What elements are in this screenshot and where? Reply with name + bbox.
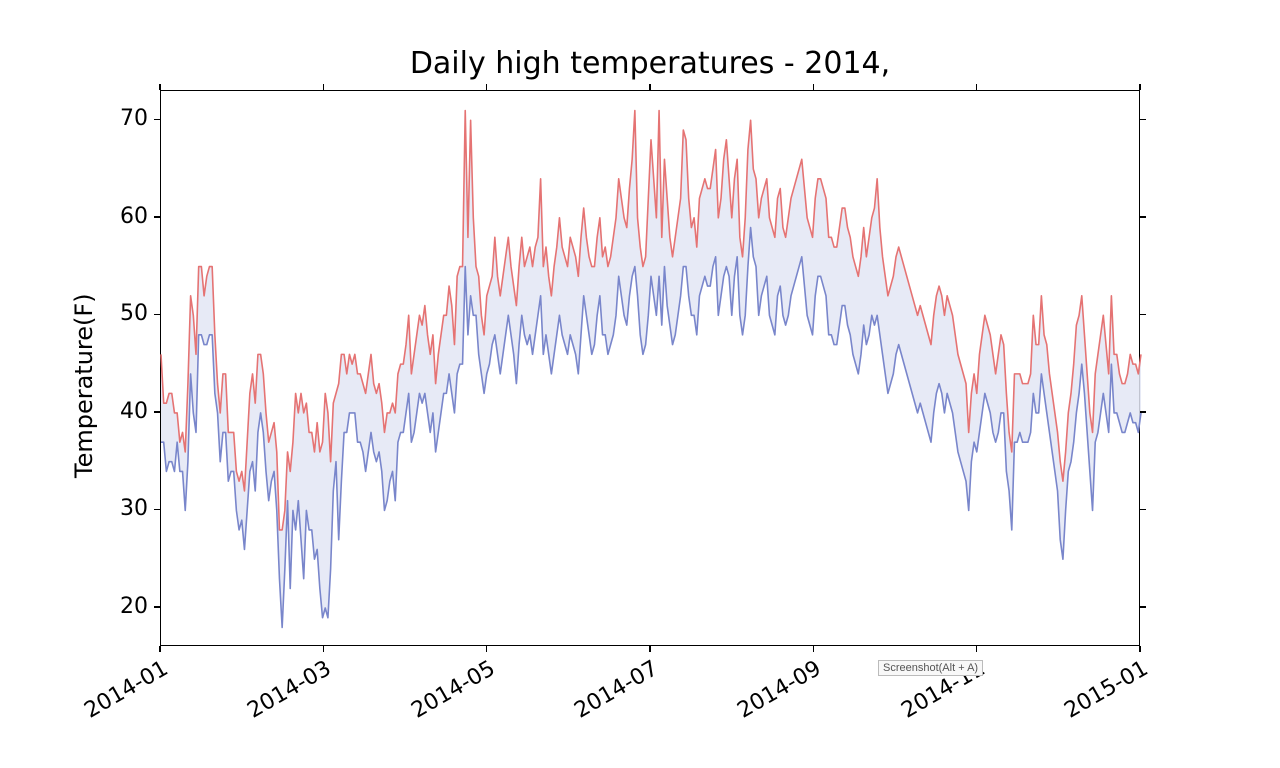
chart-figure: Daily high temperatures - 2014, Temperat… — [0, 0, 1280, 768]
chart-title: Daily high temperatures - 2014, — [160, 46, 1140, 81]
xtick-mark — [159, 646, 161, 652]
xtick-mark — [159, 84, 161, 90]
xtick-label: 2014-07 — [570, 656, 662, 724]
xtick-mark — [813, 84, 815, 90]
chart-svg — [161, 91, 1141, 647]
plot-area — [160, 90, 1140, 646]
ytick-label: 20 — [104, 594, 148, 619]
xtick-mark — [976, 84, 978, 90]
xtick-mark — [649, 84, 651, 90]
ytick-mark — [154, 314, 160, 316]
tooltip-text: Screenshot(Alt + A) — [883, 662, 978, 674]
ytick-mark — [1140, 314, 1146, 316]
ytick-mark — [154, 509, 160, 511]
ytick-mark — [154, 216, 160, 218]
xtick-mark — [813, 646, 815, 652]
ytick-label: 60 — [104, 204, 148, 229]
band-fill — [161, 111, 1141, 628]
ytick-mark — [1140, 606, 1146, 608]
xtick-mark — [649, 646, 651, 652]
ytick-label: 70 — [104, 106, 148, 131]
xtick-label: 2014-09 — [734, 656, 826, 724]
ytick-mark — [1140, 216, 1146, 218]
ytick-mark — [154, 411, 160, 413]
xtick-mark — [1139, 646, 1141, 652]
y-axis-label: Temperature(F) — [70, 293, 98, 478]
xtick-label: 2014-01 — [80, 656, 172, 724]
xtick-label: 2014-05 — [407, 656, 499, 724]
xtick-mark — [486, 646, 488, 652]
ytick-mark — [154, 119, 160, 121]
ytick-label: 40 — [104, 399, 148, 424]
xtick-mark — [323, 84, 325, 90]
xtick-mark — [1139, 84, 1141, 90]
ytick-mark — [154, 606, 160, 608]
screenshot-tooltip: Screenshot(Alt + A) — [878, 660, 983, 676]
xtick-label: 2014-03 — [244, 656, 336, 724]
ytick-mark — [1140, 411, 1146, 413]
xtick-mark — [486, 84, 488, 90]
xtick-mark — [323, 646, 325, 652]
ytick-mark — [1140, 119, 1146, 121]
ytick-mark — [1140, 509, 1146, 511]
ytick-label: 50 — [104, 301, 148, 326]
xtick-mark — [976, 646, 978, 652]
ytick-label: 30 — [104, 496, 148, 521]
xtick-label: 2015-01 — [1060, 656, 1152, 724]
